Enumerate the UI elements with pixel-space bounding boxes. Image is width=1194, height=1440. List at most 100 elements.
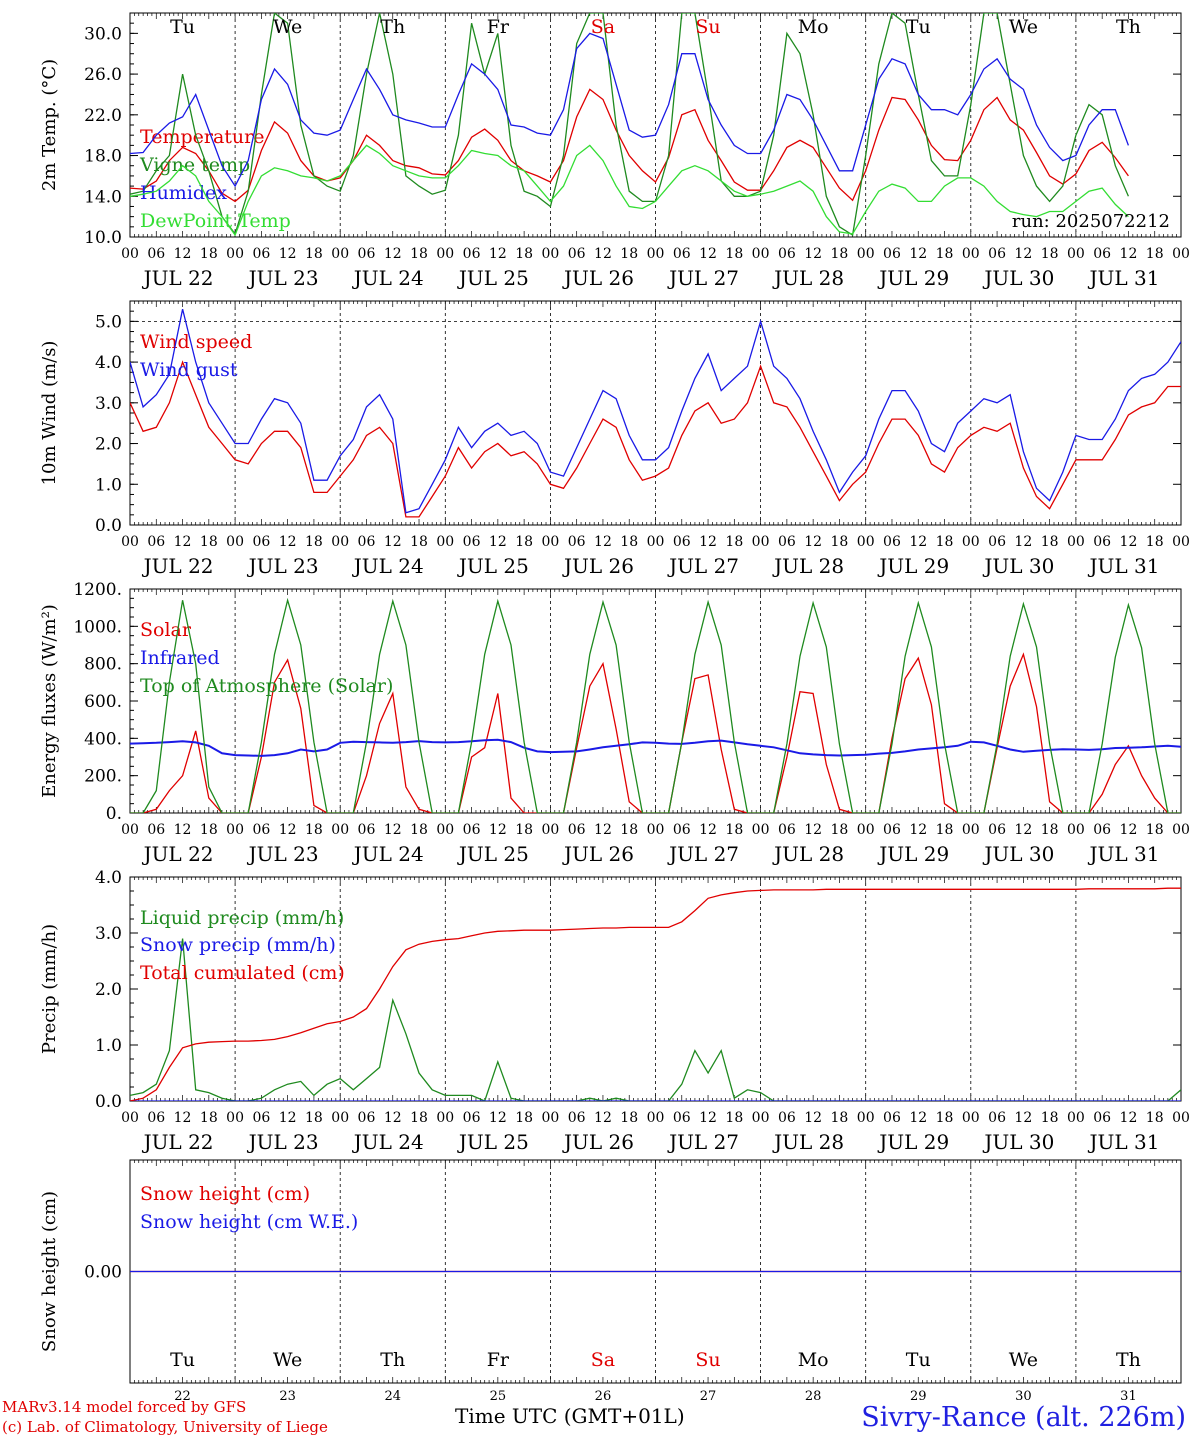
hour-tick-label: 00 bbox=[331, 246, 349, 262]
hour-tick-label: 06 bbox=[1093, 822, 1111, 838]
date-label: JUL 23 bbox=[247, 842, 319, 866]
hour-tick-label: 18 bbox=[1146, 822, 1164, 838]
hour-tick-label: 06 bbox=[778, 246, 796, 262]
hour-tick-label: 18 bbox=[410, 246, 428, 262]
y-tick-label: 14.0 bbox=[84, 187, 122, 207]
hour-tick-label: 12 bbox=[489, 534, 507, 550]
hour-tick-label: 18 bbox=[1041, 1110, 1059, 1126]
hour-tick-label: 06 bbox=[568, 822, 586, 838]
hour-tick-label: 00 bbox=[857, 246, 875, 262]
date-label: JUL 24 bbox=[352, 1130, 424, 1154]
hour-tick-label: 12 bbox=[909, 534, 927, 550]
hour-tick-label: 12 bbox=[909, 1110, 927, 1126]
hour-tick-label: 18 bbox=[515, 1110, 533, 1126]
hour-tick-label: 00 bbox=[331, 822, 349, 838]
panel-wind: 0.0 1.0 2.0 3.0 4.0 5.0 10m Wind (m/s) Wind spe… bbox=[39, 300, 1190, 578]
hour-tick-label: 12 bbox=[384, 1110, 402, 1126]
hour-tick-label: 00 bbox=[752, 534, 770, 550]
date-label: JUL 26 bbox=[562, 842, 634, 866]
hour-tick-label: 06 bbox=[358, 822, 376, 838]
hour-tick-label: 06 bbox=[358, 534, 376, 550]
y-tick-label: 0.0 bbox=[95, 516, 122, 536]
hour-tick-label: 00 bbox=[436, 246, 454, 262]
hour-tick-label: 06 bbox=[463, 246, 481, 262]
y-tick-label: 18.0 bbox=[84, 147, 122, 167]
series-line-temperature-1 bbox=[130, 13, 1129, 237]
credit-lab: (c) Lab. of Climatology, University of L… bbox=[2, 1418, 328, 1436]
legend-entry: Liquid precip (mm/h) bbox=[140, 907, 344, 929]
hour-tick-label: 12 bbox=[804, 534, 822, 550]
hour-tick-label: 12 bbox=[594, 1110, 612, 1126]
date-label: JUL 26 bbox=[562, 266, 634, 290]
hour-tick-label: 06 bbox=[252, 534, 270, 550]
y-tick-label: 1200. bbox=[73, 580, 122, 600]
hour-tick-label: 18 bbox=[620, 246, 638, 262]
series-line-precip-2 bbox=[130, 887, 1181, 1101]
date-label: JUL 31 bbox=[1087, 1130, 1159, 1154]
hour-tick-label: 06 bbox=[778, 822, 796, 838]
hour-tick-label: 18 bbox=[200, 1110, 218, 1126]
hour-tick-label: 12 bbox=[489, 246, 507, 262]
hour-tick-label: 06 bbox=[463, 534, 481, 550]
hour-tick-label: 18 bbox=[936, 1110, 954, 1126]
hour-tick-label: 06 bbox=[988, 1110, 1006, 1126]
hour-tick-label: 00 bbox=[647, 1110, 665, 1126]
weekday-label: Sa bbox=[591, 1349, 615, 1371]
date-label: JUL 25 bbox=[457, 842, 529, 866]
hour-tick-label: 00 bbox=[1172, 246, 1190, 262]
hour-tick-label: 00 bbox=[226, 534, 244, 550]
hour-tick-label: 18 bbox=[831, 534, 849, 550]
hour-tick-label: 12 bbox=[909, 822, 927, 838]
weekday-label: Sa bbox=[591, 16, 615, 38]
hour-tick-label: 12 bbox=[804, 1110, 822, 1126]
hour-tick-label: 18 bbox=[725, 246, 743, 262]
hour-tick-label: 12 bbox=[279, 246, 297, 262]
hour-tick-label: 00 bbox=[226, 1110, 244, 1126]
hour-tick-label: 12 bbox=[1014, 534, 1032, 550]
hour-tick-label: 00 bbox=[857, 822, 875, 838]
hour-tick-label: 00 bbox=[647, 534, 665, 550]
hour-tick-label: 12 bbox=[699, 534, 717, 550]
hour-tick-label: 06 bbox=[988, 534, 1006, 550]
hour-tick-label: 18 bbox=[936, 246, 954, 262]
hour-tick-label: 06 bbox=[883, 1110, 901, 1126]
y-tick-label: 4.0 bbox=[95, 353, 122, 373]
hour-tick-label: 18 bbox=[200, 246, 218, 262]
hour-tick-label: 12 bbox=[489, 822, 507, 838]
legend-entry: Solar bbox=[140, 619, 192, 641]
series-line-temperature-0 bbox=[130, 88, 1129, 203]
hour-tick-label: 12 bbox=[279, 1110, 297, 1126]
station-title: Sivry-Rance (alt. 226m) bbox=[861, 1402, 1186, 1433]
hour-tick-label: 12 bbox=[174, 822, 192, 838]
hour-tick-label: 00 bbox=[857, 534, 875, 550]
hour-tick-label: 06 bbox=[358, 1110, 376, 1126]
date-label: JUL 29 bbox=[877, 266, 949, 290]
legend-entry: Top of Atmosphere (Solar) bbox=[140, 675, 393, 697]
hour-tick-label: 06 bbox=[568, 1110, 586, 1126]
hour-tick-label: 06 bbox=[778, 1110, 796, 1126]
weekday-label: Th bbox=[1116, 16, 1141, 38]
weekday-label: Tu bbox=[170, 1349, 195, 1371]
run-label: run: 2025072212 bbox=[1012, 211, 1170, 232]
day-number-label: 28 bbox=[805, 1389, 822, 1404]
legend-entry: Wind speed bbox=[140, 331, 252, 353]
date-label: JUL 28 bbox=[772, 1130, 844, 1154]
hour-tick-label: 18 bbox=[200, 822, 218, 838]
y-tick-label: 200. bbox=[84, 767, 122, 787]
panel-precip: 0.0 1.0 2.0 3.0 4.0 Precip (mm/h) Liquid preci… bbox=[39, 868, 1190, 1154]
hour-tick-label: 06 bbox=[1093, 1110, 1111, 1126]
hour-tick-label: 18 bbox=[1146, 1110, 1164, 1126]
hour-tick-label: 00 bbox=[1067, 1110, 1085, 1126]
hour-tick-label: 12 bbox=[1120, 1110, 1138, 1126]
y-tick-label: 26.0 bbox=[84, 65, 122, 85]
hour-tick-label: 18 bbox=[305, 822, 323, 838]
y-tick-label: 3.0 bbox=[95, 924, 122, 944]
hour-tick-label: 12 bbox=[699, 1110, 717, 1126]
legend-entry: Infrared bbox=[140, 647, 220, 669]
day-number-label: 22 bbox=[174, 1389, 191, 1404]
legend-entry: Snow height (cm W.E.) bbox=[140, 1211, 358, 1233]
hour-tick-label: 00 bbox=[647, 246, 665, 262]
weekday-label: Fr bbox=[487, 16, 510, 38]
hour-tick-label: 00 bbox=[226, 822, 244, 838]
hour-tick-label: 06 bbox=[358, 246, 376, 262]
